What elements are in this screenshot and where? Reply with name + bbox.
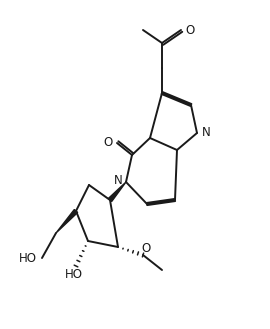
Polygon shape: [56, 210, 78, 233]
Polygon shape: [108, 182, 126, 201]
Text: O: O: [103, 137, 113, 149]
Text: O: O: [185, 23, 195, 37]
Text: N: N: [114, 174, 122, 188]
Text: HO: HO: [65, 268, 83, 282]
Text: HO: HO: [19, 251, 37, 265]
Text: N: N: [202, 126, 210, 139]
Text: O: O: [141, 242, 151, 256]
